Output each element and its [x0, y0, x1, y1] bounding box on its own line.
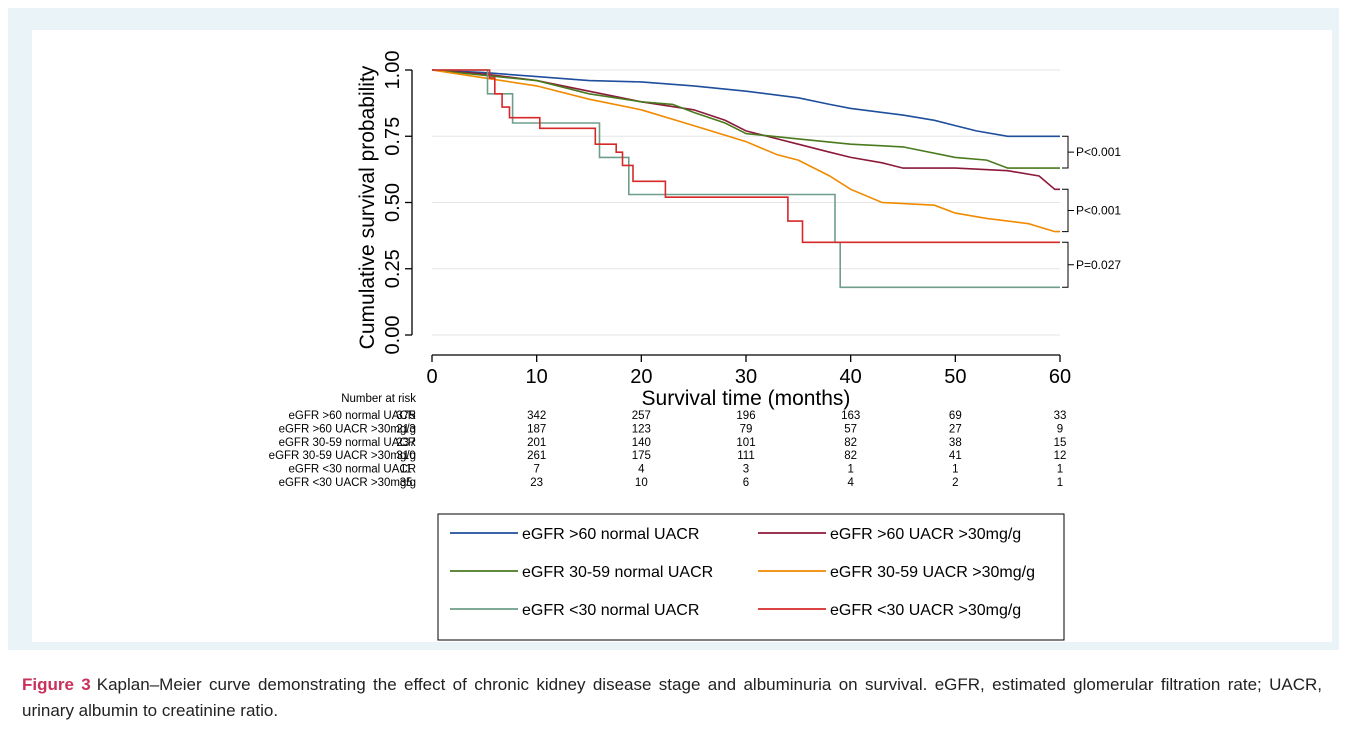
risk-value-3-1: 261	[527, 450, 546, 462]
risk-value-4-3: 3	[743, 464, 749, 476]
risk-row-label-4: eGFR <30 normal UACR	[289, 464, 417, 476]
series-line-4	[432, 69, 1060, 289]
risk-value-1-0: 213	[396, 423, 415, 435]
p-value-label-0: P<0.001	[1076, 145, 1121, 159]
risk-value-1-5: 27	[949, 423, 962, 435]
y-tick-label-1: 0.25	[382, 249, 404, 288]
risk-value-3-4: 82	[844, 450, 857, 462]
legend-label-4: eGFR <30 normal UACR	[522, 602, 699, 619]
risk-value-1-3: 79	[740, 423, 753, 435]
x-tick-label-5: 50	[944, 366, 966, 388]
risk-value-4-6: 1	[1057, 464, 1063, 476]
legend-label-2: eGFR 30-59 normal UACR	[522, 564, 713, 581]
risk-value-0-4: 163	[841, 410, 860, 422]
risk-value-4-2: 4	[638, 464, 645, 476]
legend-label-5: eGFR <30 UACR >30mg/g	[830, 602, 1021, 619]
y-tick-label-4: 1.00	[382, 51, 404, 90]
x-tick-label-6: 60	[1049, 366, 1071, 388]
risk-value-2-5: 38	[949, 437, 962, 449]
risk-value-1-4: 57	[844, 423, 857, 435]
series-line-2	[431, 69, 1060, 169]
risk-value-2-3: 101	[736, 437, 755, 449]
risk-value-4-5: 1	[952, 464, 958, 476]
risk-row-label-1: eGFR >60 UACR >30mg/g	[279, 423, 416, 435]
risk-value-0-5: 69	[949, 410, 962, 422]
risk-value-5-3: 6	[743, 477, 749, 489]
x-tick-label-0: 0	[426, 366, 437, 388]
legend-label-0: eGFR >60 normal UACR	[522, 526, 699, 543]
risk-value-4-0: 11	[400, 464, 412, 476]
grid-lines	[432, 69, 1060, 336]
risk-value-0-1: 342	[527, 410, 546, 422]
risk-value-5-5: 2	[952, 477, 958, 489]
risk-value-3-3: 111	[737, 450, 754, 462]
risk-value-5-0: 35	[400, 477, 413, 489]
figure-caption: Figure 3 Kaplan–Meier curve demonstrating…	[22, 672, 1322, 724]
risk-value-2-2: 140	[632, 437, 651, 449]
risk-value-0-6: 33	[1054, 410, 1067, 422]
risk-row-label-3: eGFR 30-59 UACR >30mg/g	[269, 450, 416, 462]
risk-table-title: Number at risk	[341, 393, 416, 405]
risk-value-5-4: 4	[847, 477, 854, 489]
risk-value-0-2: 257	[632, 410, 651, 422]
x-tick-label-2: 20	[630, 366, 652, 388]
risk-value-1-1: 187	[527, 423, 546, 435]
series-line-3	[431, 69, 1060, 233]
figure-canvas: 0.00 0.25 0.50 0.75 1.00 Cumulative survival …	[32, 30, 1332, 642]
y-tick-label-0: 0.00	[382, 316, 404, 355]
y-tick-label-2: 0.50	[382, 183, 404, 222]
risk-value-1-6: 9	[1057, 423, 1063, 435]
risk-value-4-4: 1	[847, 464, 853, 476]
figure-label: Figure 3	[22, 675, 91, 694]
risk-value-2-1: 201	[527, 437, 546, 449]
risk-value-1-2: 123	[632, 423, 651, 435]
x-tick-label-1: 10	[526, 366, 548, 388]
risk-row-label-0: eGFR >60 normal UACR	[289, 410, 417, 422]
risk-value-3-6: 12	[1054, 450, 1067, 462]
risk-value-3-0: 310	[396, 450, 415, 462]
risk-value-2-4: 82	[844, 437, 857, 449]
x-axis-label: Survival time (months)	[642, 387, 851, 410]
x-tick-label-3: 30	[735, 366, 757, 388]
legend-label-1: eGFR >60 UACR >30mg/g	[830, 526, 1021, 543]
p-bracket-2	[1062, 241, 1074, 288]
risk-value-4-1: 7	[533, 464, 539, 476]
risk-value-5-1: 23	[530, 477, 543, 489]
risk-value-2-6: 15	[1054, 437, 1067, 449]
risk-row-label-2: eGFR 30-59 normal UACR	[279, 437, 416, 449]
p-value-label-2: P=0.027	[1076, 258, 1121, 272]
risk-value-5-6: 1	[1057, 477, 1063, 489]
legend: eGFR >60 normal UACR eGFR >60 UACR >30mg/…	[437, 513, 1065, 641]
risk-value-0-3: 196	[736, 410, 755, 422]
series-line-0	[431, 69, 1060, 138]
series-line-1	[431, 69, 1060, 191]
risk-value-3-5: 41	[949, 450, 962, 462]
risk-value-3-2: 175	[632, 450, 651, 462]
p-value-label-1: P<0.001	[1076, 203, 1121, 217]
legend-box	[437, 513, 1065, 641]
caption-text: Kaplan–Meier curve demonstrating the eff…	[22, 675, 1322, 720]
figure-panel: 0.00 0.25 0.50 0.75 1.00 Cumulative survival …	[8, 8, 1339, 650]
p-bracket-1	[1062, 188, 1074, 233]
y-tick-label-3: 0.75	[382, 117, 404, 156]
p-bracket-0	[1062, 135, 1074, 169]
survival-curves	[431, 69, 1060, 289]
y-axis-label: Cumulative survival probability	[356, 65, 379, 349]
risk-value-2-0: 237	[396, 437, 415, 449]
series-line-5	[432, 69, 1060, 244]
legend-label-3: eGFR 30-59 UACR >30mg/g	[830, 564, 1035, 581]
x-tick-label-4: 40	[840, 366, 862, 388]
p-value-annotations: P<0.001 P<0.001 P=0.027	[1062, 135, 1121, 288]
risk-value-0-0: 375	[396, 410, 415, 422]
risk-row-label-5: eGFR <30 UACR >30mg/g	[279, 477, 416, 489]
risk-value-5-2: 10	[635, 477, 648, 489]
